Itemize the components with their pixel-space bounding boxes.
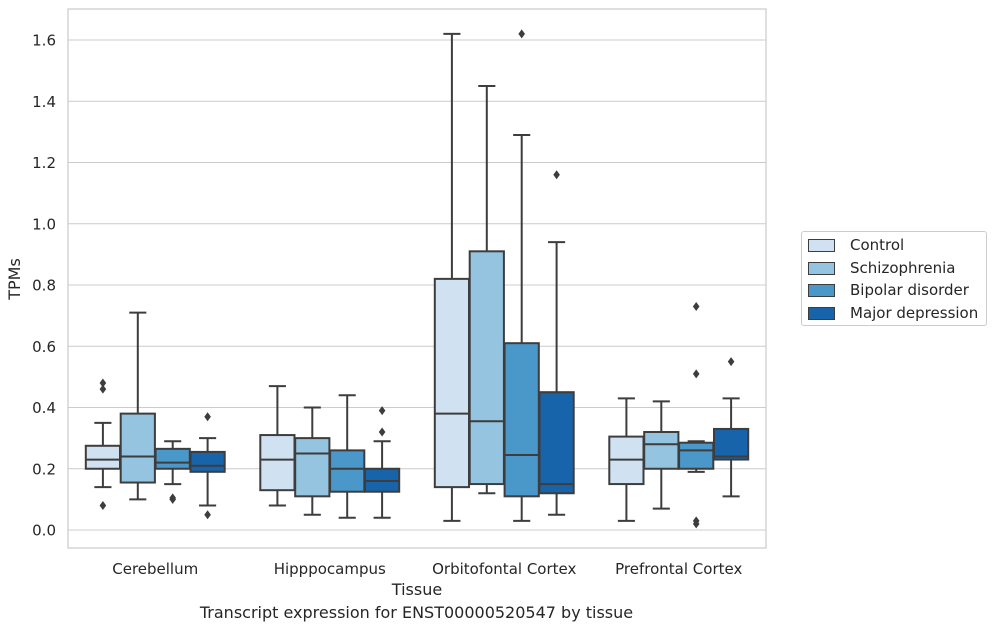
- outlier-point: [169, 493, 176, 503]
- legend-label-control: Control: [850, 236, 905, 254]
- y-tick-label: 0.2: [32, 460, 56, 478]
- box-plots: [84, 29, 750, 529]
- legend-item-bipolar-disorder: Bipolar disorder: [808, 281, 969, 299]
- box-control: [259, 385, 296, 507]
- x-axis-label: Tissue: [391, 580, 442, 599]
- iqr-box: [538, 391, 575, 495]
- legend: Control Schizophrenia Bipolar disorder M…: [801, 231, 987, 326]
- legend-swatch-bipolar-disorder: [808, 283, 835, 297]
- iqr-box: [189, 450, 226, 473]
- box-schizophrenia: [294, 406, 331, 516]
- y-axis-label: TPMs: [5, 258, 24, 301]
- legend-swatch-major-depression: [808, 306, 835, 320]
- box-major-depression: [538, 170, 575, 516]
- box-schizophrenia: [119, 311, 156, 501]
- x-tick-label: Hipppocampus: [274, 560, 386, 578]
- legend-swatch-control: [808, 238, 835, 252]
- iqr-box: [503, 342, 540, 498]
- box-control: [433, 32, 471, 522]
- iqr-box: [259, 434, 296, 492]
- outlier-point: [378, 406, 386, 416]
- outlier-point: [204, 412, 211, 422]
- box-bipolar-disorder: [329, 394, 366, 519]
- legend-label-bipolar-disorder: Bipolar disorder: [850, 281, 969, 299]
- outlier-point: [204, 510, 211, 520]
- outlier-point: [99, 384, 107, 394]
- y-tick-label: 1.6: [32, 32, 56, 50]
- box-bipolar-disorder: [503, 29, 540, 522]
- box-bipolar-disorder: [154, 440, 191, 504]
- y-tick-label: 0.6: [32, 338, 56, 356]
- y-tick-label: 0.4: [32, 399, 56, 417]
- legend-item-major-depression: Major depression: [808, 304, 978, 322]
- outlier-point: [727, 357, 735, 367]
- iqr-box: [329, 449, 366, 493]
- y-tick-label: 1.0: [32, 215, 56, 233]
- legend-label-major-depression: Major depression: [850, 304, 979, 322]
- x-tick-label: Prefrontal Cortex: [615, 560, 742, 578]
- iqr-box: [433, 277, 471, 489]
- box-schizophrenia: [468, 84, 505, 495]
- legend-label-schizophrenia: Schizophrenia: [850, 259, 956, 277]
- outlier-point: [692, 301, 700, 311]
- y-tick-label: 0.8: [32, 277, 56, 295]
- iqr-box: [119, 412, 156, 484]
- plot-frame: [67, 8, 767, 549]
- x-tick-label: Orbitofontal Cortex: [432, 560, 576, 578]
- iqr-box: [84, 444, 122, 470]
- outlier-point: [553, 170, 560, 180]
- outlier-point: [692, 369, 700, 379]
- y-tick-label: 0.0: [32, 522, 56, 540]
- legend-swatch-schizophrenia: [808, 261, 835, 275]
- box-major-depression: [712, 357, 750, 498]
- box-bipolar-disorder: [678, 301, 715, 529]
- figure-caption: Transcript expression for ENST0000052054…: [199, 603, 634, 622]
- outlier-point: [692, 516, 700, 526]
- iqr-box: [712, 427, 750, 461]
- box-schizophrenia: [643, 400, 680, 510]
- iqr-box: [643, 431, 680, 470]
- outlier-point: [99, 378, 107, 388]
- box-control: [608, 397, 645, 522]
- x-tick-label: Cerebellum: [112, 560, 198, 578]
- iqr-box: [468, 250, 505, 486]
- box-major-depression: [189, 412, 226, 520]
- outlier-point: [518, 29, 525, 39]
- iqr-box: [154, 447, 191, 470]
- outlier-point: [378, 427, 386, 437]
- y-tick-label: 1.4: [32, 93, 56, 111]
- outlier-point: [99, 501, 107, 510]
- iqr-box: [678, 441, 715, 470]
- legend-item-control: Control: [808, 236, 904, 254]
- iqr-box: [294, 437, 331, 498]
- legend-item-schizophrenia: Schizophrenia: [808, 259, 955, 277]
- y-tick-label: 1.2: [32, 154, 56, 172]
- box-control: [84, 378, 122, 510]
- x-tick-labels: Cerebellum Hipppocampus Orbitofontal Corte…: [112, 560, 742, 578]
- box-major-depression: [363, 406, 401, 519]
- y-tick-labels: 0.0 0.2 0.4 0.6 0.8 1.0 1.2 1.4 1.6: [32, 32, 56, 540]
